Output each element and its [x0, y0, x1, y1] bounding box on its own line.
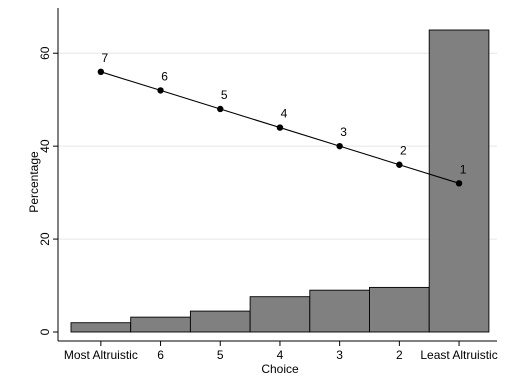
bar-1 — [130, 316, 191, 333]
bar-3 — [249, 296, 311, 333]
point-label-0: 7 — [102, 51, 109, 65]
line-point-6 — [455, 180, 463, 187]
point-label-3: 4 — [281, 107, 288, 121]
y-tick-label-60: 60 — [38, 46, 52, 60]
x-tick-label-4: 3 — [336, 348, 343, 362]
bars — [70, 29, 490, 333]
bar-4 — [309, 289, 370, 333]
line-point-1 — [157, 87, 164, 94]
y-tick-label-20: 20 — [38, 232, 52, 246]
grid — [58, 52, 497, 240]
x-tick-label-6: Least Altruistic — [420, 348, 497, 362]
y-tick-label-40: 40 — [38, 139, 52, 153]
line-point-2 — [217, 105, 224, 113]
y-tick-label-0: 0 — [38, 328, 52, 335]
x-tick-label-3: 4 — [277, 348, 284, 362]
point-label-6: 1 — [460, 162, 467, 176]
x-tick-label-2: 5 — [217, 348, 224, 362]
point-label-1: 6 — [161, 69, 168, 83]
point-label-5: 2 — [400, 144, 407, 158]
line-point-4 — [336, 142, 343, 150]
point-label-2: 5 — [221, 88, 228, 102]
x-tick-label-1: 6 — [157, 348, 164, 362]
bar-0 — [70, 322, 132, 333]
bar-5 — [369, 286, 430, 333]
x-axis-title: Choice — [261, 362, 299, 376]
line-point-0 — [97, 68, 105, 76]
x-tick-label-0: Most Altruistic — [64, 348, 138, 362]
y-axis-title: Percentage — [27, 151, 41, 213]
line-series: 7 6 5 4 3 2 1 — [97, 51, 467, 187]
point-label-4: 3 — [340, 125, 347, 139]
x-tick-label-5: 2 — [396, 348, 403, 362]
line-point-5 — [396, 161, 403, 168]
bar-2 — [189, 310, 251, 333]
axes: 0 20 40 60 Most Altruistic 6 5 4 3 2 Least Altruis… — [38, 8, 498, 362]
line-point-3 — [276, 124, 284, 131]
